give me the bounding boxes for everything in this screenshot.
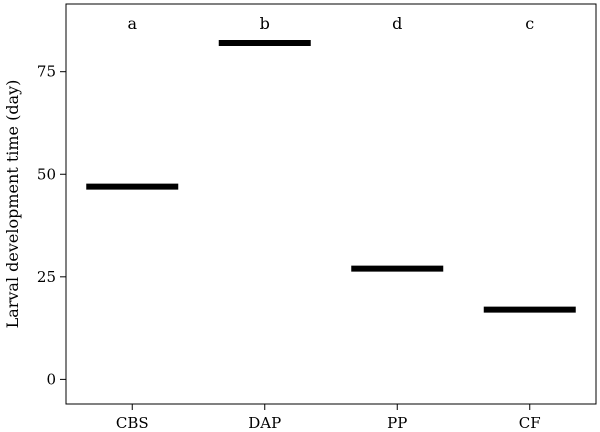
- data-marks: [86, 39, 576, 313]
- y-axis: 0 25 50 75: [37, 63, 66, 388]
- y-axis-title: Larval development time (day): [3, 80, 22, 329]
- y-tick-label: 75: [37, 63, 56, 81]
- x-axis: CBS DAP PP CF: [116, 404, 541, 432]
- x-tick-label-pp: PP: [387, 414, 407, 432]
- x-tick-label-dap: DAP: [248, 414, 281, 432]
- significance-letter-cf: c: [525, 14, 534, 33]
- x-tick-label-cf: CF: [519, 414, 541, 432]
- significance-letter-dap: b: [260, 14, 270, 33]
- significance-letter-pp: d: [392, 14, 402, 33]
- y-tick-label: 0: [46, 370, 56, 388]
- plot-frame: [65, 3, 597, 405]
- significance-letter-cbs: a: [127, 14, 137, 33]
- y-tick-label: 25: [37, 268, 56, 286]
- x-tick-label-cbs: CBS: [116, 414, 149, 432]
- y-tick-label: 50: [37, 165, 56, 183]
